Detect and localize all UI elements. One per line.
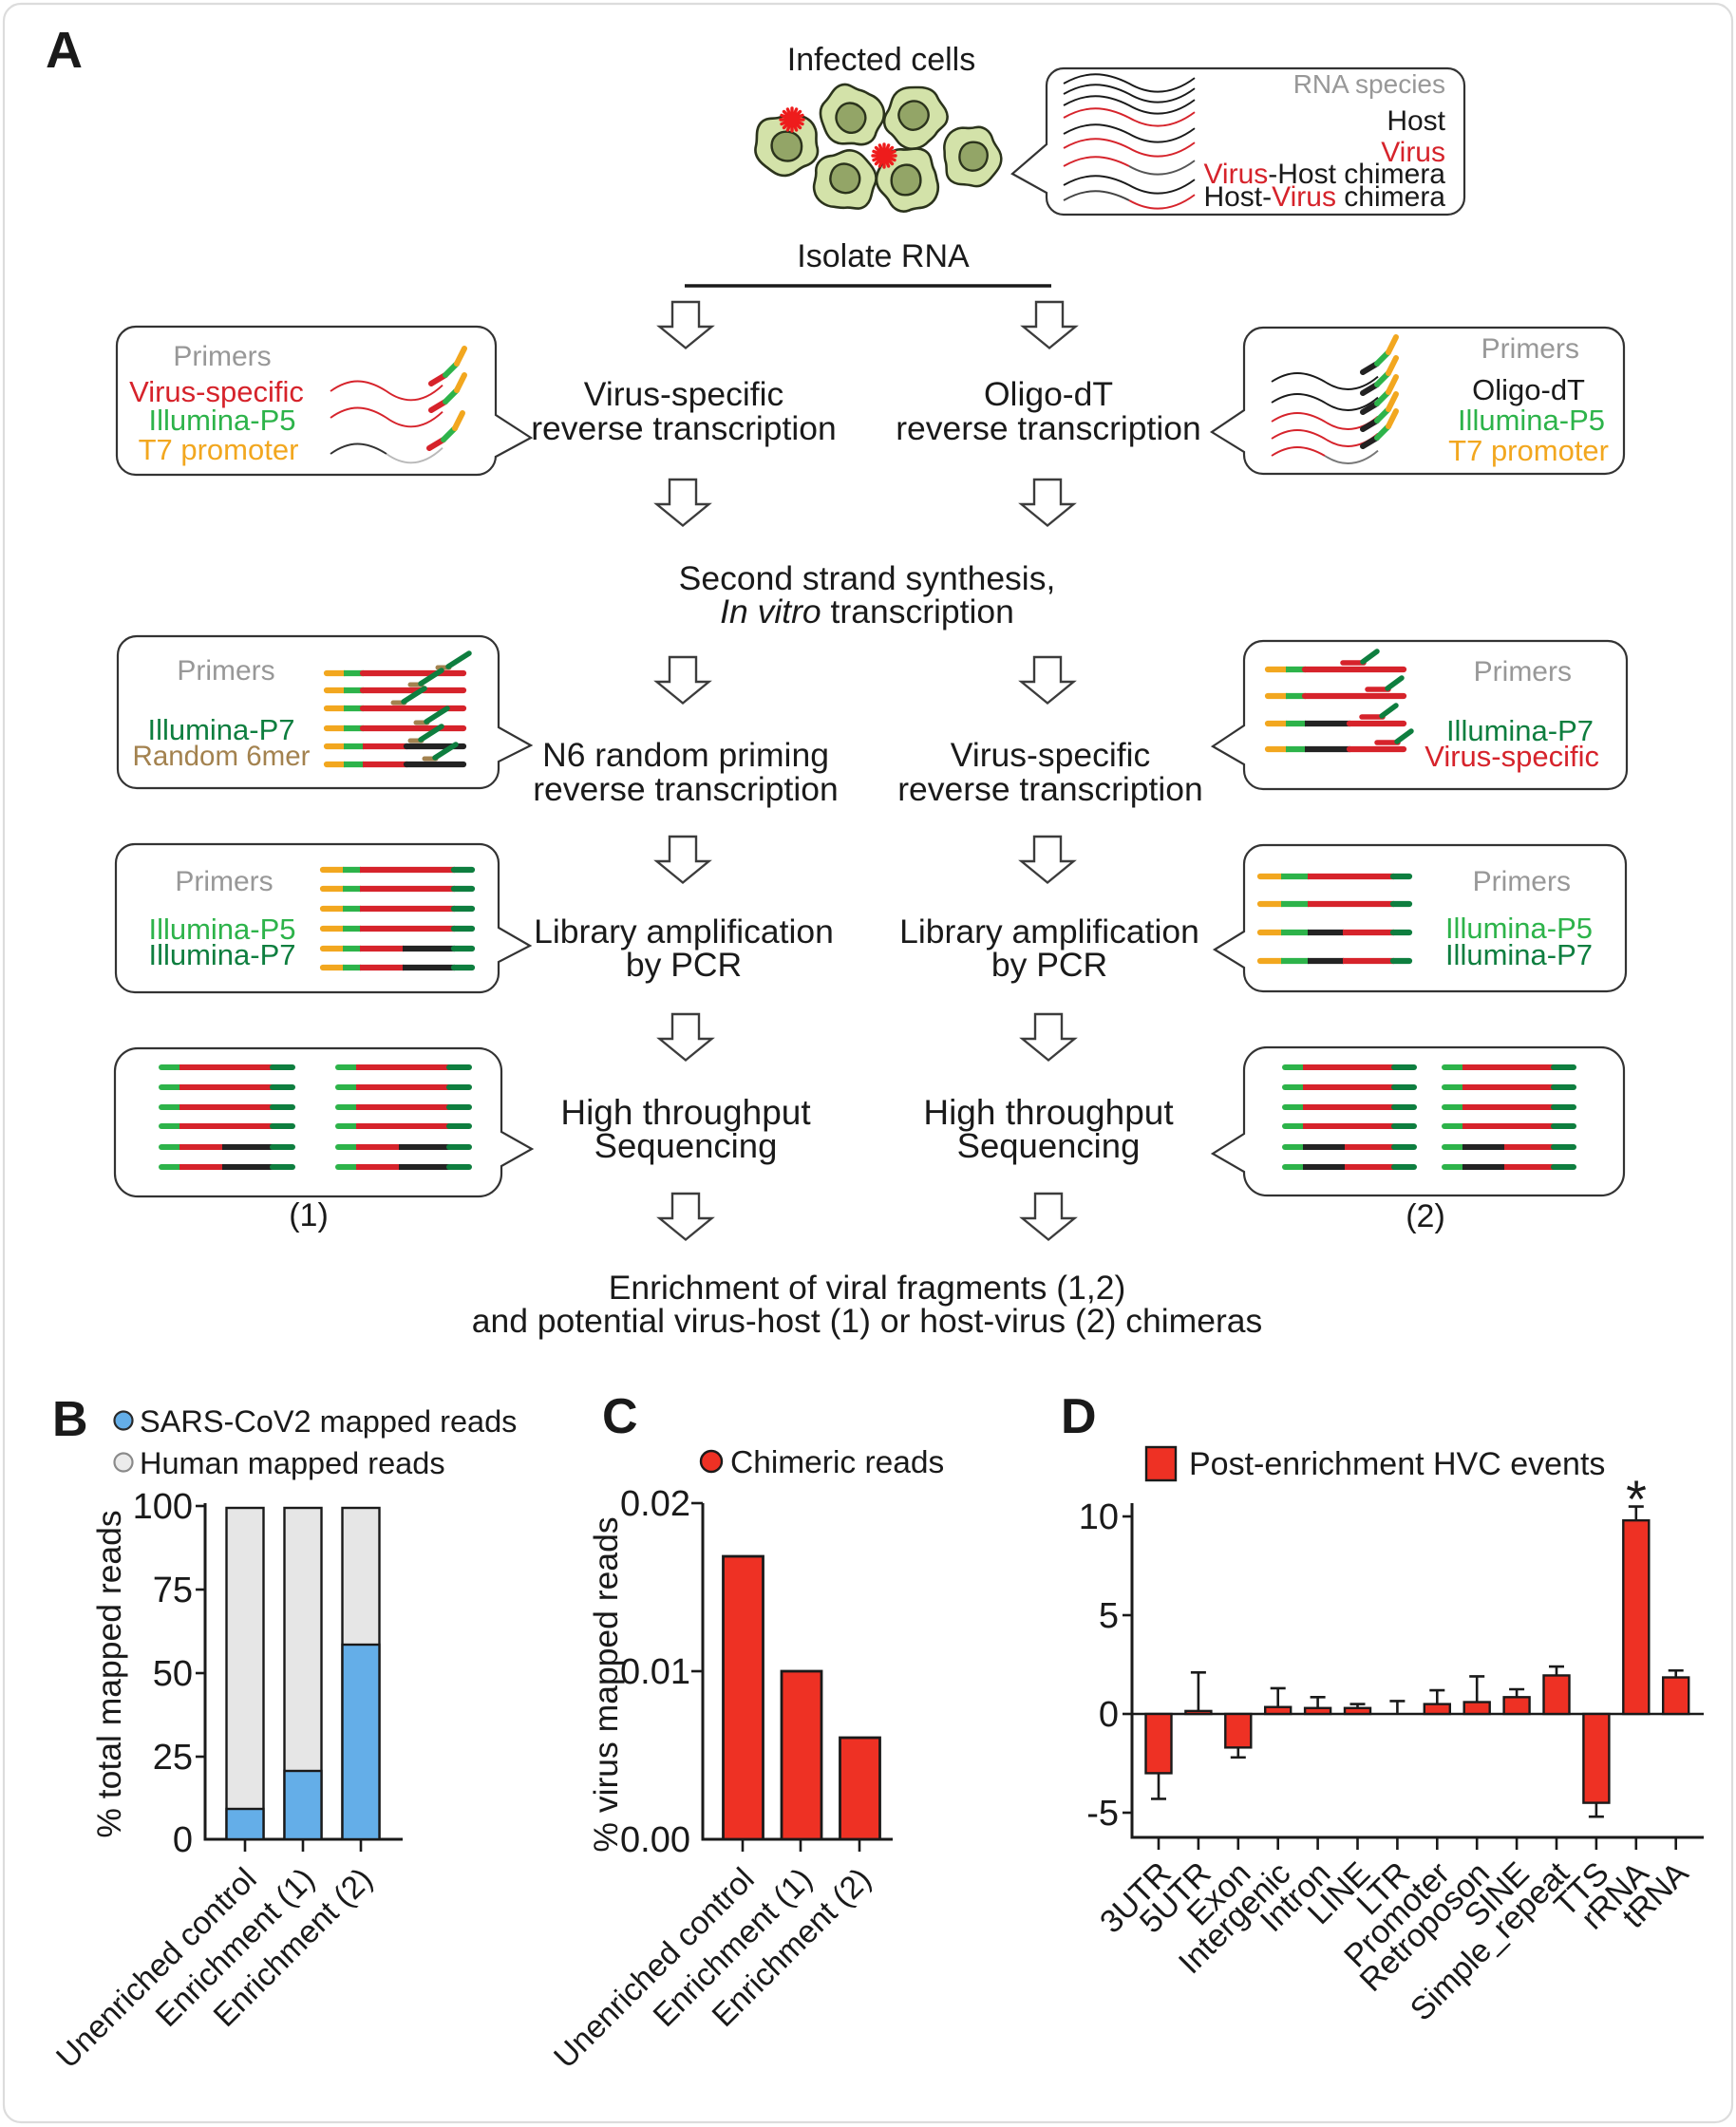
svg-text:*: * [1626, 1469, 1647, 1529]
svg-text:Enrichment of viral fragments: Enrichment of viral fragments (1,2) [609, 1269, 1126, 1307]
svg-text:Illumina-P7: Illumina-P7 [148, 938, 295, 971]
svg-text:C: C [602, 1389, 638, 1444]
svg-text:Host: Host [1387, 105, 1445, 137]
svg-text:Virus-specific: Virus-specific [1425, 740, 1599, 773]
svg-text:Primers: Primers [173, 341, 271, 372]
svg-text:by PCR: by PCR [626, 946, 742, 984]
svg-text:0: 0 [173, 1820, 193, 1860]
svg-text:In vitro transcription: In vitro transcription [720, 593, 1014, 631]
svg-text:Human mapped reads: Human mapped reads [140, 1446, 445, 1480]
svg-text:Isolate RNA: Isolate RNA [797, 238, 970, 274]
svg-text:B: B [52, 1392, 88, 1447]
svg-text:% virus mapped reads: % virus mapped reads [587, 1516, 625, 1852]
svg-text:75: 75 [153, 1571, 193, 1610]
svg-text:Random 6mer: Random 6mer [133, 741, 311, 772]
svg-text:50: 50 [153, 1654, 193, 1694]
svg-text:25: 25 [153, 1738, 193, 1778]
svg-text:10: 10 [1079, 1497, 1119, 1537]
svg-text:Primers: Primers [175, 866, 273, 897]
svg-text:by PCR: by PCR [991, 946, 1107, 984]
svg-text:0: 0 [1099, 1695, 1119, 1735]
svg-text:0.02: 0.02 [620, 1484, 690, 1524]
svg-text:A: A [46, 22, 83, 79]
svg-text:Virus-specific: Virus-specific [584, 375, 783, 413]
svg-text:reverse transcription: reverse transcription [896, 409, 1201, 447]
svg-text:reverse transcription: reverse transcription [531, 409, 837, 447]
svg-text:Primers: Primers [1473, 866, 1571, 897]
svg-text:(2): (2) [1406, 1198, 1445, 1234]
svg-text:Illumina-P5: Illumina-P5 [148, 913, 295, 946]
svg-text:Library amplification: Library amplification [534, 913, 834, 951]
svg-text:5: 5 [1099, 1596, 1119, 1636]
svg-text:-5: -5 [1086, 1794, 1119, 1834]
svg-text:D: D [1061, 1389, 1097, 1444]
svg-text:0.00: 0.00 [620, 1820, 690, 1860]
svg-text:Oligo-dT: Oligo-dT [984, 375, 1113, 413]
svg-text:(1): (1) [289, 1197, 329, 1233]
svg-text:% total mapped reads: % total mapped reads [90, 1510, 128, 1837]
svg-text:Sequencing: Sequencing [957, 1126, 1141, 1165]
svg-text:Library amplification: Library amplification [899, 913, 1199, 951]
svg-text:100: 100 [133, 1487, 193, 1527]
svg-text:RNA species: RNA species [1293, 69, 1445, 99]
svg-text:reverse transcription: reverse transcription [533, 770, 839, 808]
svg-text:Virus-specific: Virus-specific [951, 736, 1150, 774]
svg-text:High throughput: High throughput [923, 1093, 1174, 1132]
svg-text:Chimeric reads: Chimeric reads [730, 1445, 944, 1480]
svg-text:Primers: Primers [1474, 656, 1572, 687]
svg-text:and potential virus-host (1) o: and potential virus-host (1) or host-vir… [472, 1302, 1263, 1340]
svg-text:Primers: Primers [177, 655, 274, 687]
svg-text:Illumina-P7: Illumina-P7 [1446, 714, 1594, 747]
svg-text:High throughput: High throughput [560, 1093, 811, 1132]
svg-text:Illumina-P7: Illumina-P7 [1445, 938, 1593, 971]
svg-text:Second strand synthesis,: Second strand synthesis, [679, 559, 1056, 597]
svg-text:0.01: 0.01 [620, 1652, 690, 1692]
svg-text:SARS-CoV2 mapped reads: SARS-CoV2 mapped reads [140, 1404, 517, 1439]
svg-text:Illumina-P5: Illumina-P5 [1445, 912, 1593, 945]
svg-text:N6 random priming: N6 random priming [542, 736, 829, 774]
svg-text:Post-enrichment HVC events: Post-enrichment HVC events [1189, 1446, 1605, 1482]
svg-text:Virus: Virus [1381, 137, 1445, 168]
svg-text:reverse transcription: reverse transcription [897, 770, 1203, 808]
svg-text:T7 promoter: T7 promoter [139, 433, 299, 466]
svg-text:Virus-Host chimera: Virus-Host chimera [1203, 159, 1445, 190]
svg-text:Illumina-P5: Illumina-P5 [1458, 404, 1605, 437]
svg-text:Sequencing: Sequencing [594, 1126, 778, 1165]
svg-text:Primers: Primers [1481, 333, 1579, 365]
svg-text:Virus-specific: Virus-specific [129, 375, 304, 408]
svg-text:Host-Virus chimera: Host-Virus chimera [1203, 181, 1445, 213]
svg-text:Illumina-P5: Illumina-P5 [148, 404, 295, 437]
svg-text:Oligo-dT: Oligo-dT [1472, 373, 1585, 406]
svg-text:T7 promoter: T7 promoter [1448, 434, 1609, 467]
svg-text:Illumina-P7: Illumina-P7 [147, 713, 294, 746]
svg-text:Infected cells: Infected cells [787, 42, 975, 78]
